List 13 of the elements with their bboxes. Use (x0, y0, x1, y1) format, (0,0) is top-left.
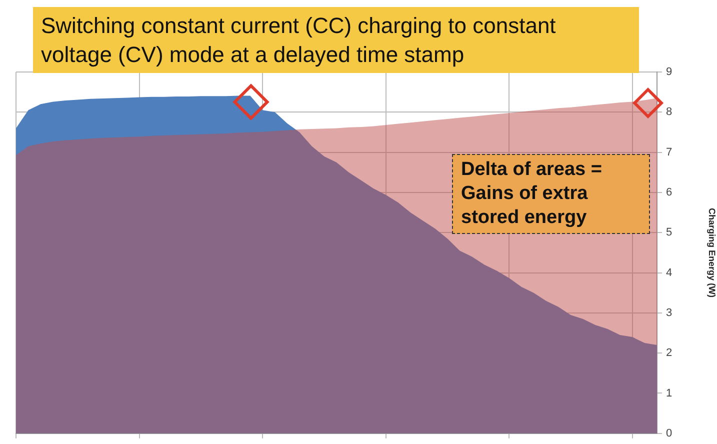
y-tick-label: 6 (666, 186, 672, 198)
y-tick-label: 5 (666, 226, 672, 239)
y-tick-label: 2 (666, 347, 672, 360)
y-tick-label: 0 (666, 427, 672, 440)
y-tick-label: 9 (666, 66, 672, 78)
y-tick-label: 8 (666, 106, 672, 118)
y-tick-label: 4 (666, 266, 672, 279)
y-axis-title: Charging Energy (W) (707, 208, 717, 298)
y-tick-label: 1 (666, 387, 672, 400)
annotation: Delta of areas = Gains of extra stored energy (452, 154, 650, 234)
chart-title: Switching constant current (CC) charging to constant voltage (CV) mode at a delayed time stamp (33, 7, 639, 73)
y-tick-label: 3 (666, 306, 672, 319)
y-tick-label: 7 (666, 146, 672, 158)
